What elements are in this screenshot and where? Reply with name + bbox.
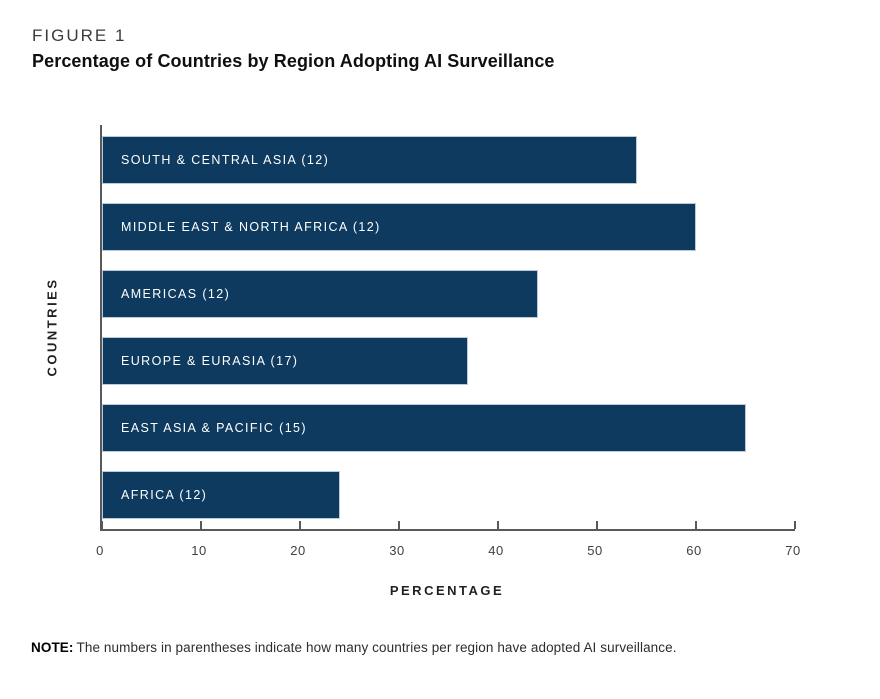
x-axis-tick-label: 0 — [96, 543, 104, 558]
bar-label: SOUTH & CENTRAL ASIA (12) — [121, 153, 330, 167]
bar: AMERICAS (12) — [102, 270, 538, 318]
note-text: The numbers in parentheses indicate how … — [76, 640, 677, 655]
x-axis-tick — [101, 521, 103, 529]
bar-label: AFRICA (12) — [121, 488, 208, 502]
x-axis-tick — [299, 521, 301, 529]
plot-area: SOUTH & CENTRAL ASIA (12) MIDDLE EAST & N… — [100, 125, 796, 531]
y-axis-label: COUNTRIES — [44, 277, 60, 377]
x-axis-tick-label: 10 — [191, 543, 207, 558]
x-axis-tick — [497, 521, 499, 529]
note: NOTE: The numbers in parentheses indicate… — [31, 640, 677, 655]
x-axis-tick-label: 70 — [785, 543, 801, 558]
x-axis-label: PERCENTAGE — [389, 583, 505, 598]
x-axis-tick-label: 30 — [389, 543, 405, 558]
x-axis-tick — [596, 521, 598, 529]
bar-label: EUROPE & EURASIA (17) — [121, 354, 299, 368]
x-axis-tick — [695, 521, 697, 529]
x-axis-tick-label: 60 — [686, 543, 702, 558]
bar: MIDDLE EAST & NORTH AFRICA (12) — [102, 203, 696, 251]
x-axis-tick-label: 50 — [587, 543, 603, 558]
figure-label: FIGURE 1 — [32, 26, 127, 45]
bar: AFRICA (12) — [102, 471, 340, 519]
x-axis-tick — [398, 521, 400, 529]
x-axis-tick — [200, 521, 202, 529]
note-prefix: NOTE: — [31, 640, 74, 655]
bar-label: MIDDLE EAST & NORTH AFRICA (12) — [121, 220, 381, 234]
figure-title: Percentage of Countries by Region Adopti… — [32, 51, 555, 71]
x-axis-tick-label: 20 — [290, 543, 306, 558]
bar: SOUTH & CENTRAL ASIA (12) — [102, 136, 637, 184]
bar: EAST ASIA & PACIFIC (15) — [102, 404, 746, 452]
x-axis-tick — [794, 521, 796, 529]
x-axis-tick-label: 40 — [488, 543, 504, 558]
bar-label: AMERICAS (12) — [121, 287, 231, 301]
bar: EUROPE & EURASIA (17) — [102, 337, 469, 385]
bar-label: EAST ASIA & PACIFIC (15) — [121, 421, 307, 435]
